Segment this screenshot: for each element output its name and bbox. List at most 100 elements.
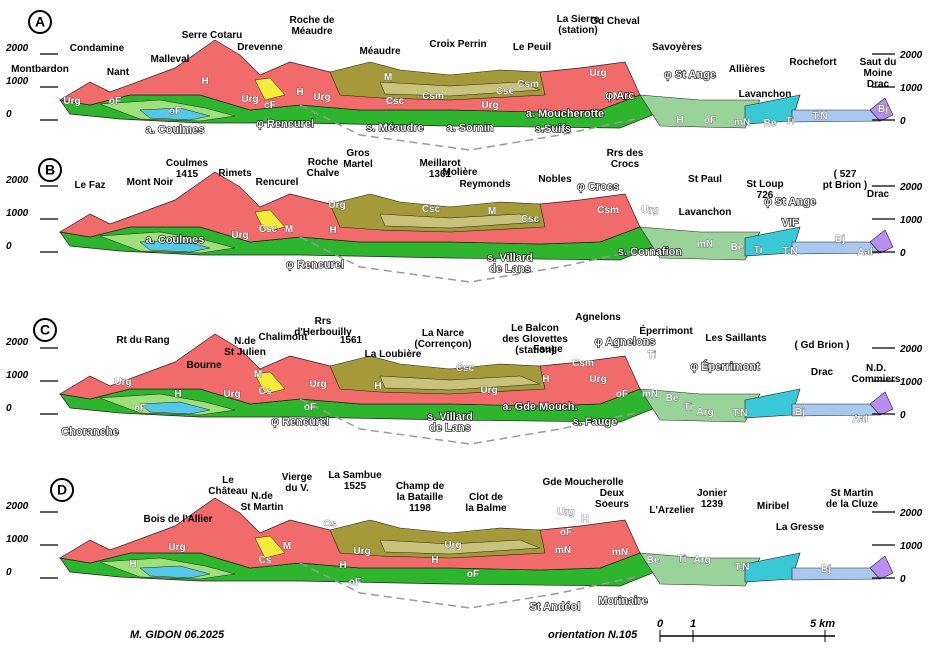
formation-label: Urg [328,200,345,211]
place-label: Croix Perrin [429,39,486,50]
formation-label: Csm [517,79,539,90]
formation-label: Be [647,555,660,566]
formation-label: Arg [693,555,710,566]
place-label: Bourne [187,360,222,371]
place-label: Drac [811,367,834,378]
place-label: Lavanchon [739,89,792,100]
formation-label: Ti [648,350,657,361]
structure-label: s. Fauge [573,416,618,428]
section-marker [33,318,57,342]
elevation-label: 0 [900,574,906,585]
formation-label: M [283,541,291,552]
place-label: Agnelons [575,312,621,323]
formation-label: Urg [309,379,326,390]
formation-label: M [254,369,262,380]
section-c-profile [59,333,894,445]
place-label: ( Gd Brion ) [795,340,850,351]
structure-label: a. Gde Mouch. [502,401,577,413]
formation-label: mN [734,117,750,128]
formation-label: Be [731,242,744,253]
place-label: L'Arzelier [649,505,694,516]
formation-label: Cse [496,86,515,97]
formation-label: Csc [521,214,540,225]
place-label: Drac [867,189,890,200]
place-label: Les Saillants [705,333,767,344]
section-letter: C [40,322,50,338]
place-label: Savoyères [652,42,702,53]
place-label: Miribel [757,501,789,512]
place-label: Nant [107,67,130,78]
formation-label: H [296,87,303,98]
formation-label: Csm [572,358,594,369]
elevation-label: 2000 [5,501,29,512]
formation-label: Urg [231,230,248,241]
formation-label: H [174,389,181,400]
structure-label: s. Villard de Lans [487,252,533,275]
formation-label: oF [109,96,121,107]
place-label: Gd Cheval [590,16,640,27]
place-label: N.de St Julien [224,336,266,358]
formation-label: Csc [456,363,475,374]
section-marker [28,10,52,34]
formation-label: T.N [733,408,748,419]
elevation-label: 1000 [900,541,923,552]
structure-label: φ Crocs [577,181,619,193]
place-label: Allières [729,64,766,75]
place-label: Rrs d'Herbouilly [294,316,352,338]
structure-label: s. Méaudre [366,122,423,134]
elevation-label: 0 [6,403,12,414]
formation-label: cF [264,100,276,111]
formation-label: mN [604,91,620,102]
structure-label: a. Coulmes [146,124,205,136]
structure-label: φ St Ange [664,69,716,81]
formation-label: M [488,206,496,217]
formation-label: H [542,374,549,385]
formation-label: Ti [684,402,693,413]
formation-label: oF [349,577,361,588]
place-label: Deux Soeurs [595,488,629,510]
elevation-label: 0 [6,567,12,578]
section-marker [38,158,62,182]
structure-label: φ Rencurel [256,118,314,130]
place-label: N.D. Commiers [852,363,901,385]
place-label: La Sierre (station) [557,14,600,36]
formation-label: T.N [813,111,828,122]
place-label: Vierge du V. [282,472,313,494]
formation-label: oF [560,527,572,538]
place-label: Fauge [533,344,563,355]
elevation-label: 1000 [6,534,29,545]
place-label: Rencurel [256,177,299,188]
section-marker [50,478,74,502]
place-label: Coulmes 1415 [166,158,209,180]
elevation-label: 2000 [899,182,923,193]
elevation-label: 2000 [5,175,29,186]
formation-label: T.N [783,246,798,257]
place-label: Clot de la Balme [465,492,507,514]
place-label: St Paul [688,174,722,185]
place-label: St Martin de la Cluze [826,488,879,510]
structure-label: s.Suifs [535,123,571,135]
section-letter: D [57,482,67,498]
place-label: Chalimont [259,332,309,343]
formation-label: Csc [422,204,441,215]
formation-label: H [374,381,381,392]
section-letter: B [45,162,55,178]
place-label: Malleval [151,54,190,65]
elevation-label: 2000 [899,508,923,519]
formation-label: Bj [795,407,805,418]
formation-label: mN [697,239,713,250]
place-label: Méaudre [359,46,401,57]
place-label: Lavanchon [679,207,732,218]
formation-label: H [581,514,588,525]
formation-label: Be [666,393,679,404]
structure-label: Choranche [61,426,118,438]
formation-label: Urg [481,100,498,111]
elevation-label: 0 [900,116,906,127]
elevation-label: 2000 [5,43,29,54]
formation-label: M [285,224,293,235]
place-label: 1561 [340,335,363,346]
place-label: Le Peuil [513,42,552,53]
scale-label: 1 [690,618,696,630]
formation-label: H [676,115,683,126]
